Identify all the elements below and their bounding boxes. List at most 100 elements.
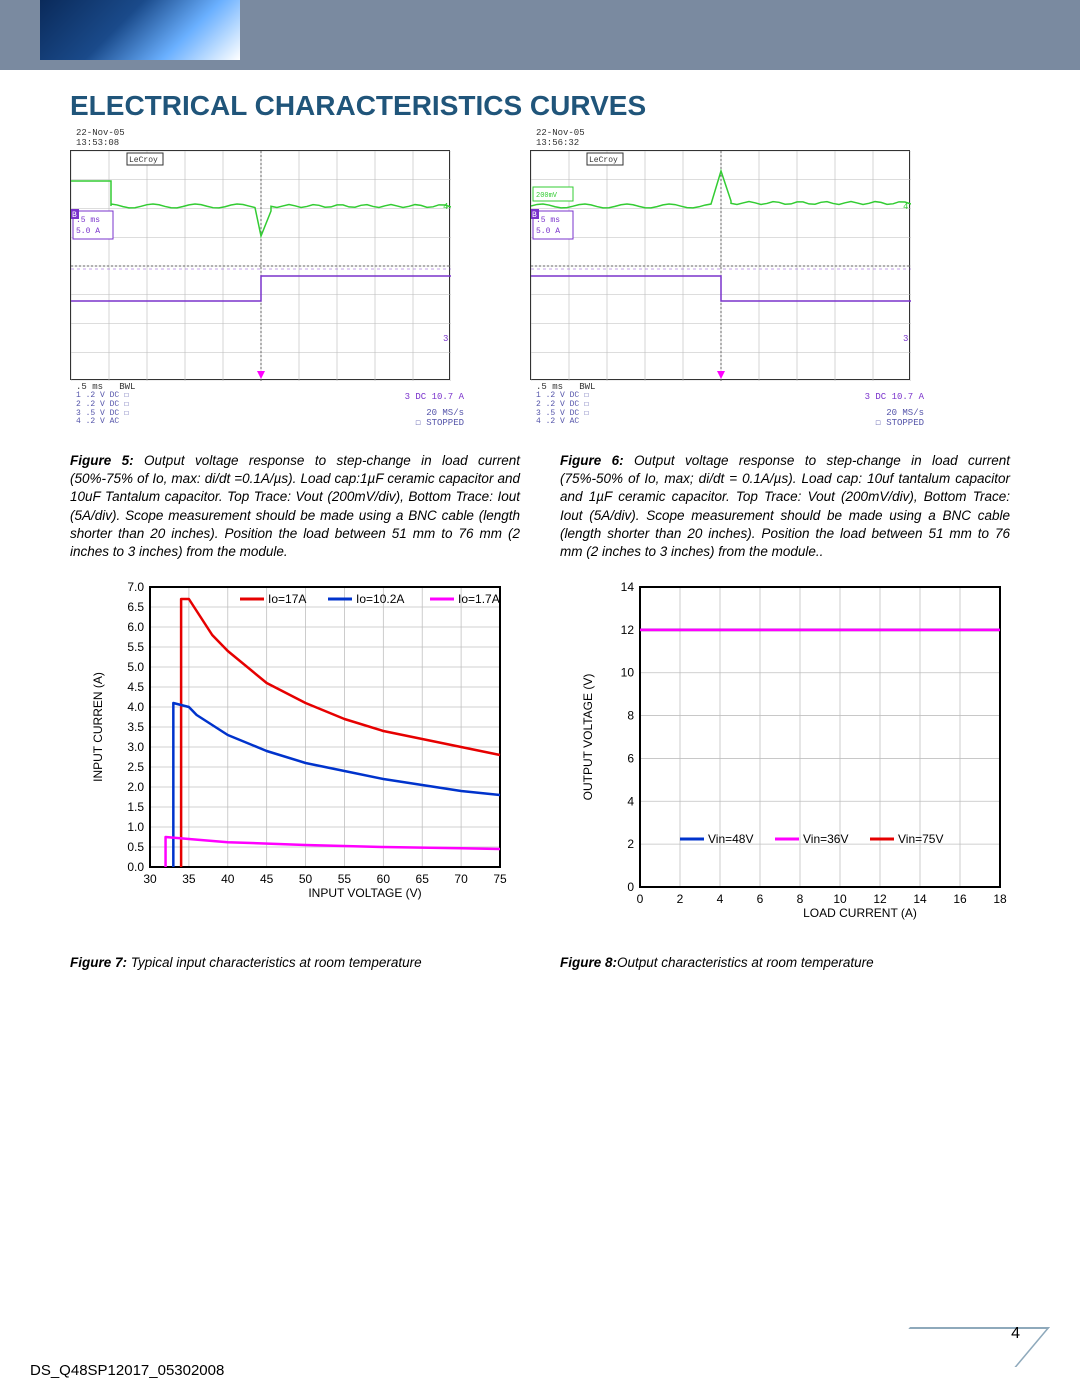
svg-text:5.5: 5.5 bbox=[127, 640, 144, 654]
scope6-channels: 1 .2 V DC ☐2 .2 V DC ☐3 .5 V DC ☐4 .2 V … bbox=[536, 392, 589, 428]
figure-5-caption: Figure 5: Output voltage response to ste… bbox=[70, 452, 520, 561]
scope-row: 22-Nov-05 13:53:08 LeCroy .5 ms 5.0 A 4 3 B .… bbox=[0, 126, 1080, 428]
figure-7-text: Typical input characteristics at room te… bbox=[127, 955, 422, 970]
scope6-svg: LeCroy.5 ms5.0 A200mV43B bbox=[531, 151, 911, 381]
svg-text:55: 55 bbox=[338, 872, 352, 886]
chart-row: 303540455055606570750.00.51.01.52.02.53.… bbox=[0, 571, 1080, 937]
chart8-svg: 02468101214161802468101214LOAD CURRENT (… bbox=[560, 577, 1030, 937]
page-number: 4 bbox=[1011, 1325, 1020, 1343]
svg-text:70: 70 bbox=[454, 872, 468, 886]
svg-text:5.0 A: 5.0 A bbox=[536, 227, 560, 236]
scope6-date: 22-Nov-05 bbox=[536, 128, 585, 138]
section-title: ELECTRICAL CHARACTERISTICS CURVES bbox=[0, 70, 1080, 126]
svg-text:3.5: 3.5 bbox=[127, 720, 144, 734]
caption-row-1: Figure 5: Output voltage response to ste… bbox=[0, 428, 1080, 571]
svg-text:3.0: 3.0 bbox=[127, 740, 144, 754]
header-graphic bbox=[40, 0, 240, 60]
svg-text:4.5: 4.5 bbox=[127, 680, 144, 694]
svg-text:B: B bbox=[72, 211, 77, 220]
svg-text:18: 18 bbox=[993, 892, 1007, 906]
svg-text:0: 0 bbox=[637, 892, 644, 906]
svg-text:0.5: 0.5 bbox=[127, 840, 144, 854]
svg-text:Vin=48V: Vin=48V bbox=[708, 832, 754, 846]
svg-text:12: 12 bbox=[873, 892, 887, 906]
svg-text:INPUT VOLTAGE (V): INPUT VOLTAGE (V) bbox=[308, 886, 421, 900]
svg-text:75: 75 bbox=[493, 872, 507, 886]
figure-8-label: Figure 8: bbox=[560, 955, 617, 970]
svg-text:1.0: 1.0 bbox=[127, 820, 144, 834]
svg-text:14: 14 bbox=[913, 892, 927, 906]
svg-text:.5 ms: .5 ms bbox=[76, 216, 100, 225]
svg-text:7.0: 7.0 bbox=[127, 580, 144, 594]
scope6-status: STOPPED bbox=[886, 418, 924, 428]
svg-text:6.5: 6.5 bbox=[127, 600, 144, 614]
scope5-svg: LeCroy.5 ms5.0 A43B bbox=[71, 151, 451, 381]
svg-text:6.0: 6.0 bbox=[127, 620, 144, 634]
svg-text:4.0: 4.0 bbox=[127, 700, 144, 714]
svg-text:10: 10 bbox=[833, 892, 847, 906]
svg-text:4: 4 bbox=[717, 892, 724, 906]
svg-text:3: 3 bbox=[443, 334, 448, 344]
scope-figure-6: 22-Nov-05 13:56:32 LeCroy.5 ms5.0 A200mV… bbox=[530, 126, 930, 428]
svg-text:200mV: 200mV bbox=[536, 192, 558, 200]
svg-text:6: 6 bbox=[757, 892, 764, 906]
figure-5-text: Output voltage response to step-change i… bbox=[70, 453, 520, 559]
scope5-dc-label: 3 DC 10.7 A bbox=[405, 392, 464, 402]
scope5-date: 22-Nov-05 bbox=[76, 128, 125, 138]
scope5-samplerate: 20 MS/s bbox=[426, 408, 464, 418]
svg-text:Io=17A: Io=17A bbox=[268, 592, 306, 606]
figure-7-caption: Figure 7: Typical input characteristics … bbox=[70, 955, 520, 970]
scope6-samplerate: 20 MS/s bbox=[886, 408, 924, 418]
svg-text:Io=10.2A: Io=10.2A bbox=[356, 592, 404, 606]
svg-text:12: 12 bbox=[621, 623, 635, 637]
page-corner-decor bbox=[876, 1327, 1050, 1367]
svg-text:10: 10 bbox=[621, 666, 635, 680]
svg-text:2.0: 2.0 bbox=[127, 780, 144, 794]
svg-text:4: 4 bbox=[627, 795, 634, 809]
figure-8-caption: Figure 8:Output characteristics at room … bbox=[560, 955, 1010, 970]
document-id: DS_Q48SP12017_05302008 bbox=[30, 1362, 224, 1379]
svg-text:OUTPUT VOLTAGE (V): OUTPUT VOLTAGE (V) bbox=[581, 674, 595, 801]
svg-text:2.5: 2.5 bbox=[127, 760, 144, 774]
svg-text:Vin=36V: Vin=36V bbox=[803, 832, 849, 846]
figure-5-label: Figure 5: bbox=[70, 453, 134, 468]
svg-text:0.0: 0.0 bbox=[127, 860, 144, 874]
svg-text:14: 14 bbox=[621, 580, 635, 594]
svg-text:6: 6 bbox=[627, 752, 634, 766]
svg-text:Io=1.7A: Io=1.7A bbox=[458, 592, 500, 606]
svg-text:16: 16 bbox=[953, 892, 967, 906]
svg-text:LOAD CURRENT (A): LOAD CURRENT (A) bbox=[803, 906, 917, 920]
scope6-dc-label: 3 DC 10.7 A bbox=[865, 392, 924, 402]
svg-text:5.0 A: 5.0 A bbox=[76, 227, 100, 236]
scope5-grid: LeCroy.5 ms5.0 A43B bbox=[70, 150, 450, 380]
svg-text:65: 65 bbox=[416, 872, 430, 886]
svg-text:3: 3 bbox=[903, 334, 908, 344]
figure-6-label: Figure 6: bbox=[560, 453, 624, 468]
figure-8-text: Output characteristics at room temperatu… bbox=[617, 955, 874, 970]
svg-text:2: 2 bbox=[627, 837, 634, 851]
scope6-grid: LeCroy.5 ms5.0 A200mV43B bbox=[530, 150, 910, 380]
svg-text:30: 30 bbox=[143, 872, 157, 886]
chart-figure-7: 303540455055606570750.00.51.01.52.02.53.… bbox=[60, 577, 530, 937]
svg-text:8: 8 bbox=[627, 709, 634, 723]
caption-row-2: Figure 7: Typical input characteristics … bbox=[0, 937, 1080, 970]
chart7-svg: 303540455055606570750.00.51.01.52.02.53.… bbox=[60, 577, 530, 907]
svg-text:4: 4 bbox=[903, 202, 908, 212]
svg-text:INPUT CURREN (A): INPUT CURREN (A) bbox=[91, 672, 105, 782]
svg-text:60: 60 bbox=[377, 872, 391, 886]
figure-7-label: Figure 7: bbox=[70, 955, 127, 970]
svg-text:0: 0 bbox=[627, 880, 634, 894]
svg-text:45: 45 bbox=[260, 872, 274, 886]
scope5-channels: 1 .2 V DC ☐2 .2 V DC ☐3 .5 V DC ☐4 .2 V … bbox=[76, 392, 129, 428]
scope5-time: 13:53:08 bbox=[76, 138, 119, 148]
figure-6-caption: Figure 6: Output voltage response to ste… bbox=[560, 452, 1010, 561]
svg-text:LeCroy: LeCroy bbox=[589, 156, 618, 165]
scope5-status: STOPPED bbox=[426, 418, 464, 428]
svg-text:5.0: 5.0 bbox=[127, 660, 144, 674]
svg-text:1.5: 1.5 bbox=[127, 800, 144, 814]
scope-figure-5: 22-Nov-05 13:53:08 LeCroy.5 ms5.0 A43B .… bbox=[70, 126, 470, 428]
svg-text:.5 ms: .5 ms bbox=[536, 216, 560, 225]
svg-text:4: 4 bbox=[443, 202, 448, 212]
svg-text:40: 40 bbox=[221, 872, 235, 886]
svg-text:8: 8 bbox=[797, 892, 804, 906]
